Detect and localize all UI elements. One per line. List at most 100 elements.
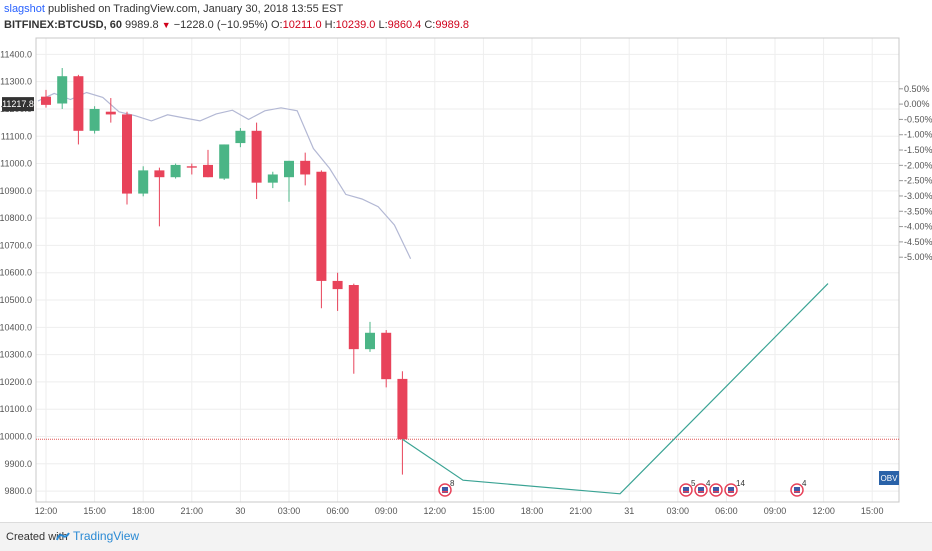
last-price: 9989.8 [125, 19, 159, 31]
obv-line [402, 283, 829, 495]
marker-count: 8 [450, 479, 455, 488]
candle-body [251, 130, 262, 183]
candle [381, 330, 392, 388]
grid [36, 38, 899, 502]
author-link[interactable]: slagshot [4, 3, 45, 15]
down-arrow-icon: ▼ [161, 20, 171, 30]
candle [219, 144, 230, 180]
x-tick-label: 03:00 [667, 506, 690, 516]
candle-body [203, 164, 213, 178]
x-tick-label: 15:00 [861, 506, 884, 516]
y-tick-label: 9900.0 [4, 459, 32, 469]
candle [105, 98, 116, 123]
time-axis: 12:00 15:00 18:00 21:00 30 03:00 06:00 09:00 12:… [35, 506, 884, 516]
published-text: published on TradingView.com, January 30… [48, 3, 344, 15]
candle-body [284, 160, 294, 178]
candle [122, 111, 132, 205]
created-with-text: Created with [6, 531, 68, 543]
marker-count: 4 [802, 479, 807, 488]
current-price-badge [2, 97, 34, 112]
close-value: 9989.8 [435, 19, 470, 31]
candle-body [316, 171, 327, 281]
left-price-axis: 11400.011300.011200.011100.011000.010900… [0, 49, 32, 496]
low-value: 9860.4 [387, 19, 422, 31]
tradingview-link[interactable]: TradingView [56, 529, 139, 543]
x-tick-label: 09:00 [375, 506, 398, 516]
y-tick-label: 10700.0 [0, 240, 32, 250]
candle-body [397, 378, 408, 440]
marker-count: 4 [706, 479, 711, 488]
candle-body [348, 285, 359, 350]
candle [41, 89, 51, 108]
candle-body [235, 130, 246, 144]
publish-info: slagshot published on TradingView.com, J… [4, 3, 343, 15]
candle-body [122, 114, 132, 194]
candle [89, 106, 100, 134]
y-tick-label: 10000.0 [0, 431, 32, 441]
close-label: C: [424, 19, 436, 31]
candle-body [267, 174, 278, 183]
candle-body [186, 166, 197, 168]
candle-body [138, 170, 149, 194]
x-tick-label: 21:00 [569, 506, 592, 516]
x-tick-label: 06:00 [326, 506, 349, 516]
candle [154, 167, 165, 227]
marker-flag [794, 487, 800, 493]
marker-flag [442, 487, 448, 493]
open-label: O: [270, 19, 283, 31]
x-tick-label: 06:00 [715, 506, 738, 516]
candle [348, 283, 359, 374]
candle-body [41, 96, 51, 105]
y-tick-label: 10300.0 [0, 350, 32, 360]
marker-flag [683, 487, 689, 493]
x-tick-label: 18:00 [132, 506, 155, 516]
marker-stripe [728, 491, 734, 493]
y-right-tick-label: -3.50% [904, 206, 932, 216]
candle-body [332, 280, 343, 290]
obv-badge [879, 471, 899, 485]
event-marker-icon: 4 [790, 479, 807, 497]
high-label: H: [324, 19, 336, 31]
open-value: 10211.0 [282, 19, 322, 31]
y-tick-label: 10600.0 [0, 268, 32, 278]
marker-stripe [713, 491, 719, 493]
price-chart[interactable]: 8 5 4 14 4 11400.011300.011200.011100.011000… [0, 0, 932, 522]
candle-body [365, 332, 375, 350]
candle [267, 171, 278, 189]
candle [316, 170, 327, 309]
axis-badges: 11217.8 OBV [2, 97, 899, 485]
candle [138, 166, 149, 197]
candle-body [105, 111, 116, 115]
candle [186, 163, 197, 175]
event-markers: 8 5 4 14 4 [438, 479, 807, 497]
candle [365, 321, 375, 352]
y-tick-label: 11400.0 [0, 49, 32, 59]
x-tick-label: 12:00 [35, 506, 58, 516]
candle-body [219, 144, 230, 179]
candle-body [170, 164, 181, 178]
event-marker-icon: 14 [724, 479, 745, 497]
chart-header: slagshot published on TradingView.com, J… [0, 0, 932, 36]
marker-stripe [698, 491, 704, 493]
y-tick-label: 10200.0 [0, 377, 32, 387]
x-tick-label: 18:00 [521, 506, 544, 516]
y-right-tick-label: -0.50% [904, 114, 932, 124]
candle-body [89, 108, 100, 131]
y-right-tick-label: -2.00% [904, 160, 932, 170]
event-marker-icon: 5 [679, 479, 696, 497]
x-tick-label: 31 [624, 506, 634, 516]
y-tick-label: 10900.0 [0, 186, 32, 196]
y-right-tick-label: -4.50% [904, 237, 932, 247]
ohlc-legend: BITFINEX:BTCUSD, 60 9989.8 ▼ −1228.0 (−1… [4, 19, 469, 31]
y-right-tick-label: -3.00% [904, 191, 932, 201]
marker-stripe [794, 491, 800, 493]
candles [41, 68, 408, 475]
y-right-tick-label: -4.00% [904, 222, 932, 232]
marker-count: 14 [736, 479, 745, 488]
right-percent-axis: 0.50% 0.00% -0.50% -1.00% -1.50% -2.00% -2.50%… [899, 84, 932, 262]
marker-flag [728, 487, 734, 493]
candle [57, 68, 68, 109]
y-tick-label: 10400.0 [0, 322, 32, 332]
price-change: −1228.0 (−10.95%) [173, 19, 268, 31]
candle [300, 152, 311, 186]
